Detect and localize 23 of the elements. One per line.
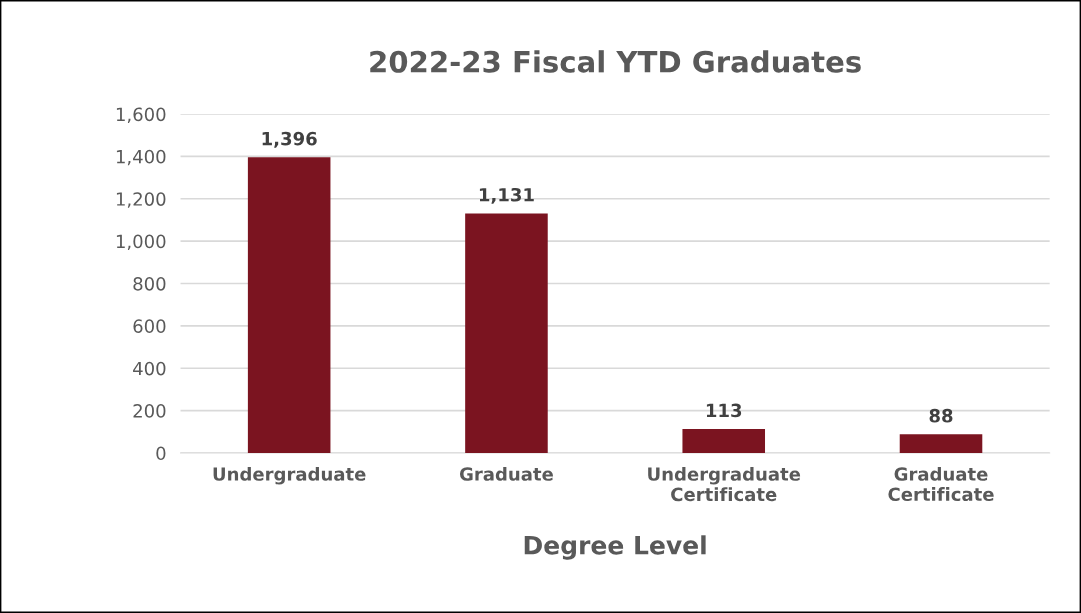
x-tick-label: Graduate Certificate — [888, 466, 994, 502]
y-tick-label: 800 — [133, 276, 166, 291]
x-tick-label: Undergraduate Certificate — [648, 466, 801, 502]
chart-title: 2022-23 Fiscal YTD Graduates — [370, 50, 861, 73]
y-tick-label: 1,400 — [116, 149, 166, 166]
data-label: 1,396 — [262, 131, 317, 148]
bar — [899, 434, 983, 454]
y-tick-label: 600 — [133, 319, 166, 333]
x-tick-label: Undergraduate — [213, 466, 366, 485]
x-tick-label: Graduate — [459, 466, 553, 481]
data-label: 1,131 — [479, 187, 534, 204]
y-tick-label: 400 — [133, 361, 166, 376]
y-tick-label: 200 — [133, 404, 166, 418]
bar — [682, 429, 766, 454]
data-label: 88 — [929, 408, 953, 423]
bar — [247, 157, 331, 454]
y-tick-label: 0 — [156, 446, 166, 461]
y-tick-label: 1,600 — [116, 107, 166, 123]
y-tick-label: 1,000 — [116, 234, 166, 251]
bar — [465, 213, 548, 454]
y-tick-label: 1,200 — [116, 192, 166, 208]
x-axis-title: Degree Level — [524, 535, 706, 560]
data-label: 113 — [706, 403, 742, 418]
